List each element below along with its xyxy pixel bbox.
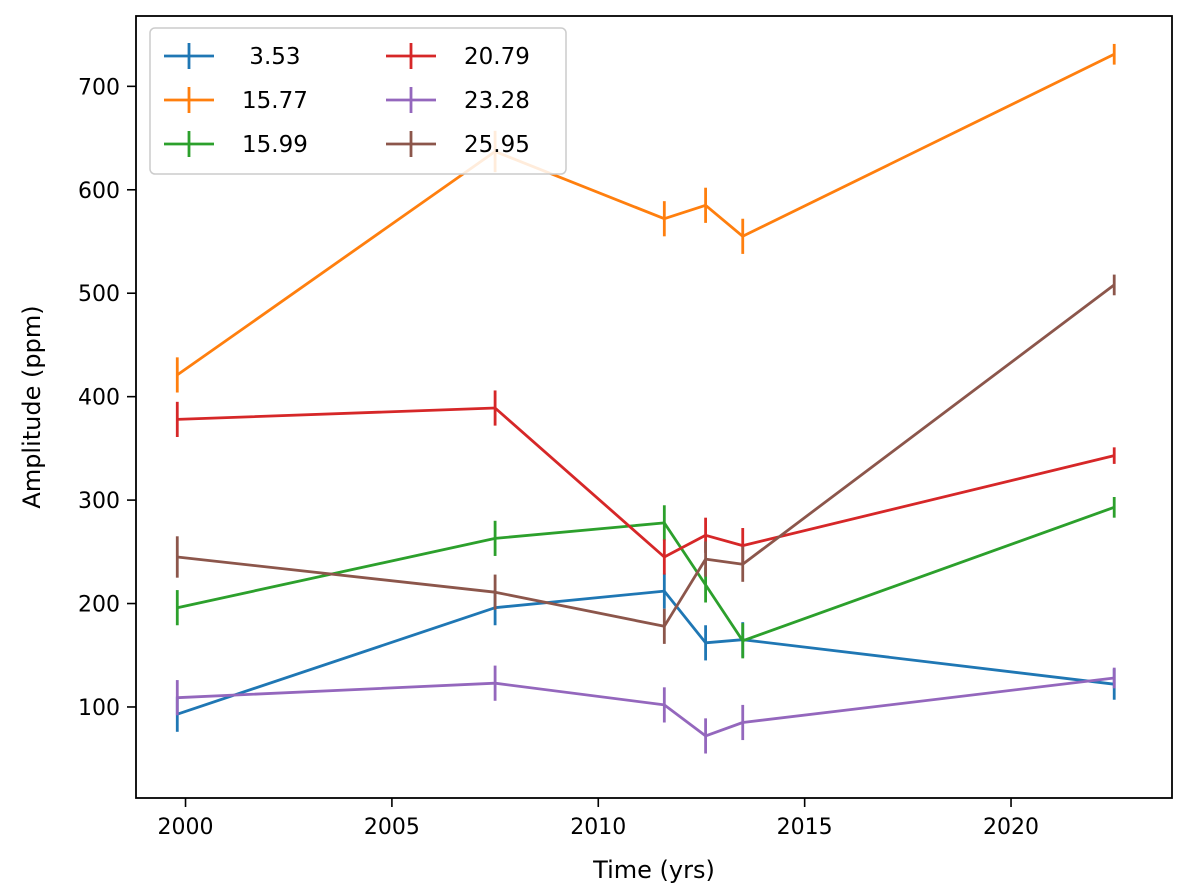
y-tick-label: 500 — [78, 282, 120, 307]
x-tick-label: 2000 — [158, 815, 214, 840]
x-tick-label: 2015 — [777, 815, 833, 840]
series-line — [177, 505, 1115, 643]
legend-label: 3.53 — [242, 44, 301, 70]
legend-box — [149, 27, 567, 175]
legend-label: 15.99 — [242, 132, 308, 158]
legend-label: 15.77 — [242, 88, 308, 114]
y-tick-label: 600 — [78, 179, 120, 204]
x-axis-label: Time (yrs) — [592, 856, 715, 884]
series-3 — [175, 496, 1116, 659]
series-line — [176, 589, 1115, 716]
y-tick-label: 400 — [78, 386, 120, 411]
y-axis-label: Amplitude (ppm) — [18, 305, 46, 508]
series-line — [177, 406, 1115, 559]
series-line — [177, 676, 1115, 738]
legend-item: 15.99 — [164, 131, 308, 158]
y-tick-label: 100 — [78, 696, 120, 721]
x-tick-label: 2005 — [364, 815, 420, 840]
legend-label: 23.28 — [464, 88, 530, 114]
legend: 3.53 15.77 15.99 20.79 23.28 25.95 — [149, 27, 567, 175]
series-6 — [175, 274, 1116, 644]
y-tick-label: 700 — [78, 75, 120, 100]
legend-item: 25.95 — [386, 131, 530, 158]
series-line — [177, 283, 1116, 628]
plot-frame — [135, 15, 1173, 799]
legend-label: 25.95 — [464, 132, 530, 158]
series-line — [176, 53, 1115, 377]
x-axis: 2000 2005 2010 2015 2020 — [158, 798, 1039, 840]
legend-item: 3.53 — [164, 43, 301, 70]
legend-item: 23.28 — [386, 87, 530, 114]
legend-item: 20.79 — [386, 43, 530, 70]
x-tick-label: 2010 — [570, 815, 626, 840]
y-tick-label: 300 — [78, 489, 120, 514]
y-axis: 100 200 300 400 500 600 700 — [78, 75, 136, 721]
legend-label: 20.79 — [464, 44, 530, 70]
series-5 — [175, 665, 1116, 754]
legend-item: 15.77 — [164, 87, 308, 114]
x-tick-label: 2020 — [983, 815, 1039, 840]
y-tick-label: 200 — [78, 593, 120, 618]
